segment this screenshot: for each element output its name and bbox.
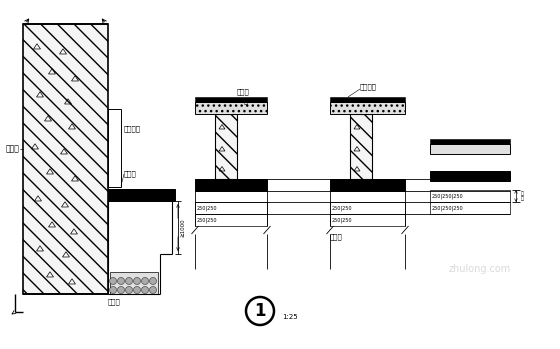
Circle shape (118, 277, 124, 284)
Text: 集水框架: 集水框架 (124, 126, 141, 132)
Bar (430, 171, 510, 181)
Bar (430, 202, 510, 214)
Text: 疏水管: 疏水管 (124, 171, 137, 177)
Text: 楼: 楼 (244, 98, 248, 104)
Text: 250|250: 250|250 (197, 205, 217, 211)
Bar (195, 102, 267, 114)
Bar (350, 114, 372, 179)
Bar (430, 144, 510, 154)
Text: ≥1000: ≥1000 (180, 219, 185, 237)
Bar (330, 97, 405, 102)
Text: 250|250|250: 250|250|250 (432, 205, 464, 211)
Bar (330, 179, 405, 191)
Bar (108, 109, 121, 187)
Circle shape (110, 287, 116, 294)
Text: 250|250: 250|250 (332, 205, 352, 211)
Bar (195, 179, 267, 191)
Text: 1:25: 1:25 (282, 314, 297, 320)
Text: 挡土墙: 挡土墙 (6, 144, 20, 154)
Text: 疏水沟: 疏水沟 (237, 89, 250, 95)
Circle shape (142, 287, 148, 294)
Bar (108, 189, 175, 201)
Bar (110, 272, 158, 294)
Bar (23, 24, 108, 294)
Circle shape (118, 287, 124, 294)
Circle shape (133, 287, 141, 294)
Circle shape (150, 277, 156, 284)
Text: 疏水层: 疏水层 (330, 234, 343, 240)
Bar (330, 102, 405, 114)
Circle shape (110, 277, 116, 284)
Bar (195, 202, 267, 214)
Circle shape (133, 277, 141, 284)
Text: 250|250|250: 250|250|250 (432, 193, 464, 199)
Bar (215, 114, 237, 179)
Bar (195, 97, 267, 102)
Bar (430, 139, 510, 144)
Bar (330, 214, 405, 226)
Text: 250|250: 250|250 (197, 217, 217, 223)
Circle shape (125, 287, 133, 294)
Circle shape (142, 277, 148, 284)
Text: zhulong.com: zhulong.com (449, 264, 511, 274)
Text: 1: 1 (254, 302, 266, 320)
Text: 层
高: 层 高 (521, 191, 524, 201)
Circle shape (125, 277, 133, 284)
Text: 集水井: 集水井 (108, 299, 121, 305)
Text: 250|250: 250|250 (332, 217, 352, 223)
Bar (430, 190, 510, 202)
Circle shape (150, 287, 156, 294)
Bar (195, 214, 267, 226)
Text: 素砼垫层: 素砼垫层 (360, 84, 377, 90)
Bar (330, 202, 405, 214)
